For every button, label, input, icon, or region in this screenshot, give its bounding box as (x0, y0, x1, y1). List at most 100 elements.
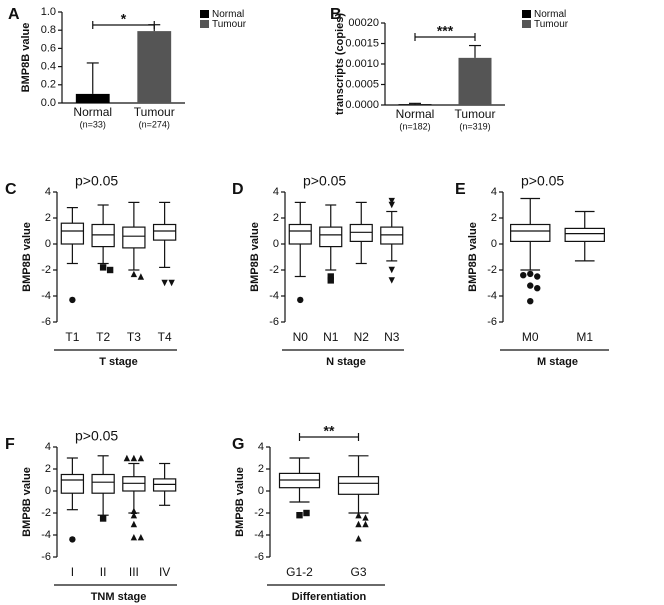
panel-letter: C (5, 181, 17, 198)
y-tick-label: -4 (41, 529, 51, 541)
y-tick-label: -6 (41, 551, 51, 563)
y-tick-label: 0.6 (41, 42, 56, 54)
outlier (388, 201, 395, 209)
x-tick-label: Normal (73, 105, 112, 119)
y-tick-label: 0.8 (41, 24, 56, 36)
x-tick-label: T4 (158, 330, 172, 344)
x-tick-sublabel: (n=274) (139, 119, 170, 129)
box (60, 473, 85, 494)
box (319, 226, 343, 248)
x-tick-label: III (129, 565, 139, 579)
y-tick-label: 0.2 (41, 79, 56, 91)
outlier (527, 298, 534, 305)
panel-letter: G (232, 436, 244, 453)
outlier (137, 454, 145, 462)
outlier (355, 535, 362, 542)
panel-letter: E (455, 181, 466, 198)
x-axis-label: TNM stage (91, 591, 147, 603)
outlier (130, 507, 138, 514)
y-axis-label: BMP8B value (467, 222, 479, 292)
y-tick-label: 0 (273, 238, 279, 250)
bar (137, 31, 172, 103)
outlier (520, 272, 527, 279)
legend-label: Normal (534, 9, 566, 20)
y-tick-label: 4 (273, 186, 279, 198)
outlier (388, 197, 395, 205)
annotation: p>0.05 (521, 173, 564, 189)
x-tick-sublabel: (n=182) (399, 121, 430, 131)
legend-swatch (522, 10, 531, 18)
bar (398, 104, 432, 105)
outlier (527, 270, 534, 278)
outlier (362, 514, 369, 521)
y-tick-label: -4 (487, 290, 497, 302)
y-tick-label: 0 (45, 238, 51, 250)
annotation: p>0.05 (75, 173, 118, 189)
outlier (99, 264, 107, 271)
outlier (534, 285, 541, 292)
y-tick-label: 2 (45, 463, 51, 475)
x-tick-label: N2 (354, 330, 370, 344)
outlier (527, 282, 534, 289)
y-tick-label: -6 (487, 316, 497, 328)
significance-label: ** (324, 423, 335, 439)
outlier (106, 266, 114, 274)
y-tick-label: 4 (491, 186, 497, 198)
bar (458, 57, 492, 105)
y-axis-label: BMP8B value (234, 467, 246, 537)
outlier (69, 536, 76, 543)
y-tick-label: -6 (269, 316, 279, 328)
y-tick-label: 4 (45, 186, 51, 198)
x-tick-label: N3 (384, 330, 400, 344)
y-tick-label: -6 (254, 551, 264, 563)
y-tick-label: 2 (45, 212, 51, 224)
box (122, 226, 146, 249)
y-axis-label: BMP8B value (20, 23, 32, 93)
outlier (130, 520, 138, 528)
panel-letter: A (8, 6, 20, 23)
y-tick-label: -2 (41, 264, 51, 276)
legend-swatch (522, 20, 531, 28)
outlier (296, 512, 303, 519)
x-tick-label: T1 (65, 330, 79, 344)
x-tick-label: G3 (350, 565, 366, 579)
y-tick-label: -2 (254, 507, 264, 519)
box (380, 226, 404, 245)
outlier (123, 454, 131, 462)
x-tick-label: II (100, 565, 107, 579)
y-axis-label: BMP8B value (21, 222, 33, 292)
panel-letter: F (5, 436, 15, 453)
annotation: p>0.05 (75, 428, 118, 444)
x-tick-label: I (71, 565, 74, 579)
box (337, 476, 380, 495)
box (152, 223, 177, 241)
box (288, 223, 312, 245)
significance-label: * (121, 11, 127, 27)
y-tick-label: 4 (45, 441, 51, 453)
outlier (388, 277, 395, 284)
outlier (161, 279, 168, 287)
y-tick-label: 0.0000 (345, 99, 379, 111)
box (91, 473, 115, 494)
outlier (69, 296, 76, 304)
y-tick-label: 2 (273, 212, 279, 224)
y-tick-label: 0 (45, 485, 51, 497)
y-tick-label: 0.0005 (345, 78, 379, 90)
outlier (130, 454, 138, 462)
y-tick-label: -6 (41, 316, 51, 328)
y-tick-label: -4 (41, 290, 51, 302)
y-tick-label: 0 (258, 485, 264, 497)
y-tick-label: -4 (269, 290, 279, 302)
y-tick-label: 4 (258, 441, 264, 453)
y-tick-label: 0 (491, 238, 497, 250)
panel-letter: D (232, 181, 244, 198)
x-tick-label: Tumour (134, 105, 175, 119)
legend-label: Normal (212, 9, 244, 20)
x-tick-label: N1 (323, 330, 339, 344)
outlier (355, 520, 362, 528)
legend-label: Tumour (212, 19, 247, 30)
box (510, 223, 551, 242)
x-tick-label: T3 (127, 330, 141, 344)
x-tick-label: N0 (293, 330, 309, 344)
